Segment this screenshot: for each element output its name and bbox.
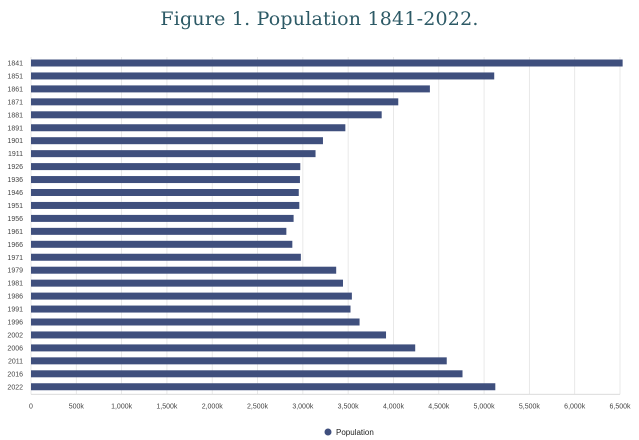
y-tick-label: 2011 (8, 358, 23, 365)
bar-2002[interactable] (31, 331, 387, 339)
y-tick-label: 1891 (7, 125, 23, 132)
legend-marker (324, 428, 332, 436)
y-tick-label: 1871 (7, 99, 23, 106)
x-tick-label: 6,500k (609, 403, 631, 410)
bar-1926[interactable] (31, 163, 301, 171)
x-tick-label: 2,000k (202, 403, 224, 410)
bar-1981[interactable] (31, 279, 343, 287)
y-tick-label: 1971 (7, 255, 23, 262)
y-tick-label: 1979 (7, 268, 23, 275)
bar-1979[interactable] (31, 266, 337, 274)
y-tick-label: 1956 (7, 216, 23, 223)
y-tick-labels: 1841 1851 1861 1871 1881 1891 1901 1911 1926 1936… (7, 61, 23, 392)
y-tick-label: 1996 (7, 320, 23, 327)
x-tick-label: 3,500k (338, 403, 360, 410)
bar-1991[interactable] (31, 305, 351, 313)
bar-1966[interactable] (31, 240, 293, 248)
bar-1891[interactable] (31, 124, 346, 132)
bar-2016[interactable] (31, 370, 463, 378)
bar-1961[interactable] (31, 227, 287, 235)
x-tick-label: 2,500k (247, 403, 269, 410)
y-tick-label: 1951 (7, 203, 23, 210)
chart-title: Figure 1. Population 1841-2022. (160, 8, 479, 30)
bar-1936[interactable] (31, 176, 300, 184)
y-tick-label: 1901 (7, 138, 23, 145)
x-tick-label: 1,500k (156, 403, 178, 410)
y-tick-label: 1991 (7, 307, 23, 314)
y-tick-label: 1946 (7, 190, 23, 197)
y-tick-label: 1861 (7, 86, 23, 93)
bar-1851[interactable] (31, 72, 495, 80)
bar-1996[interactable] (31, 318, 360, 326)
grid-lines (30, 57, 621, 395)
x-tick-label: 0 (29, 403, 33, 410)
y-tick-label: 1936 (7, 177, 23, 184)
x-tick-label: 6,000k (564, 403, 586, 410)
x-tick-label: 3,000k (292, 403, 314, 410)
bar-1986[interactable] (31, 292, 352, 300)
bar-1951[interactable] (31, 201, 300, 209)
y-tick-label: 2002 (7, 332, 23, 339)
y-tick-label: 1911 (8, 151, 23, 158)
y-tick-label: 1926 (7, 164, 23, 171)
bar-1841[interactable] (31, 59, 623, 67)
legend-label: Population (336, 428, 374, 437)
bar-1901[interactable] (31, 137, 323, 145)
bar-2011[interactable] (31, 357, 447, 365)
y-tick-label: 1966 (7, 242, 23, 249)
bar-1911[interactable] (31, 150, 316, 158)
bar-1861[interactable] (31, 85, 430, 93)
x-tick-label: 1,000k (111, 403, 133, 410)
bar-1956[interactable] (31, 214, 294, 222)
bar-1881[interactable] (31, 111, 382, 119)
y-tick-label: 1986 (7, 294, 23, 301)
bar-2006[interactable] (31, 344, 416, 352)
x-tick-label: 4,500k (428, 403, 450, 410)
y-tick-label: 1841 (7, 61, 23, 68)
y-tick-label: 1881 (7, 112, 23, 119)
x-tick-label: 5,500k (519, 403, 541, 410)
y-tick-label: 2016 (7, 371, 23, 378)
bar-1971[interactable] (31, 253, 301, 261)
bar-2022[interactable] (31, 383, 496, 391)
y-tick-label: 2022 (7, 384, 23, 391)
legend[interactable]: Population (324, 428, 374, 437)
y-tick-label: 1851 (7, 73, 23, 80)
bar-1946[interactable] (31, 189, 299, 196)
x-tick-label: 5,000k (474, 403, 496, 410)
y-tick-label: 1981 (7, 281, 23, 288)
bars-group (31, 59, 623, 391)
x-tick-label: 4,000k (383, 403, 405, 410)
x-tick-labels: 0 500k 1,000k 1,500k 2,000k 2,500k 3,000k 3,500… (29, 403, 631, 410)
y-tick-label: 2006 (7, 345, 23, 352)
bar-1871[interactable] (31, 98, 399, 106)
x-tick-label: 500k (69, 403, 85, 410)
y-tick-label: 1961 (7, 229, 23, 236)
